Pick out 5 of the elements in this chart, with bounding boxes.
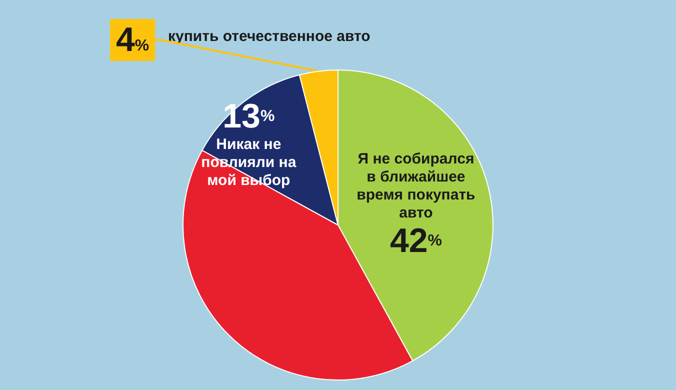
slice-label: купить отечественное авто: [168, 28, 370, 45]
data-label: 4%: [116, 21, 150, 59]
slice-label: Я не собирался в ближайшее время покупать авто: [356, 150, 476, 222]
data-label: 13%: [222, 97, 275, 136]
data-label: 42%: [390, 222, 442, 260]
